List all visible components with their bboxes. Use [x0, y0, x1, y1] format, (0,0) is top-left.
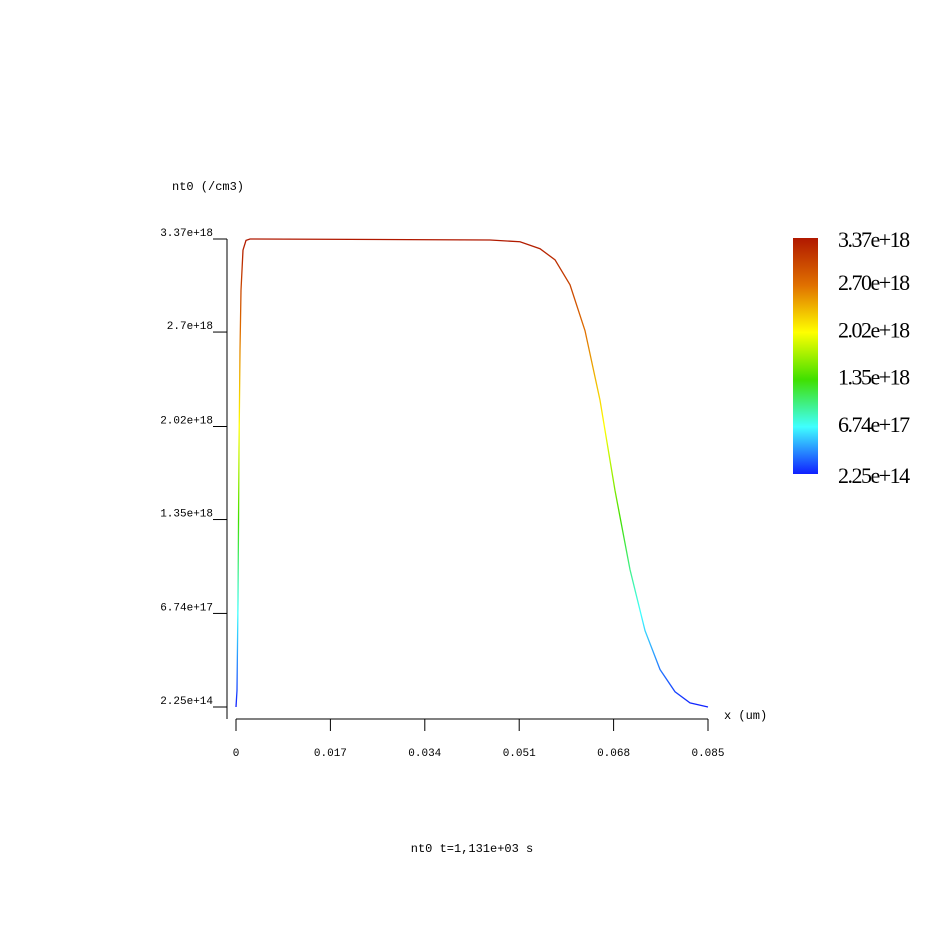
colorbar-label: 2.02e+18	[838, 318, 910, 343]
x-axis-label: x (um)	[724, 709, 767, 723]
x-tick-label: 0.085	[691, 748, 724, 760]
colorbar	[793, 238, 818, 474]
colorbar-label: 6.74e+17	[838, 412, 910, 437]
data-line	[235, 238, 709, 708]
x-tick-label: 0.068	[597, 748, 630, 760]
y-tick-label: 1.35e+18	[160, 509, 213, 521]
colorbar-label: 1.35e+18	[838, 365, 910, 390]
y-tick-label: 2.02e+18	[160, 415, 213, 427]
x-tick-label: 0.034	[408, 748, 441, 760]
y-tick-label: 2.7e+18	[167, 321, 213, 333]
x-tick-label: 0.051	[503, 748, 536, 760]
colorbar-label: 2.70e+18	[838, 270, 910, 295]
y-tick-label: 6.74e+17	[160, 602, 213, 614]
colorbar-label: 3.37e+18	[838, 227, 910, 252]
x-tick-label: 0	[233, 748, 240, 760]
chart-title: nt0 t=1,131e+03 s	[411, 842, 533, 856]
colorbar-label: 2.25e+14	[838, 463, 910, 488]
y-tick-label: 3.37e+18	[160, 228, 213, 240]
y-axis-label: nt0 (/cm3)	[172, 180, 244, 194]
y-tick-label: 2.25e+14	[160, 696, 213, 708]
x-tick-label: 0.017	[314, 748, 347, 760]
